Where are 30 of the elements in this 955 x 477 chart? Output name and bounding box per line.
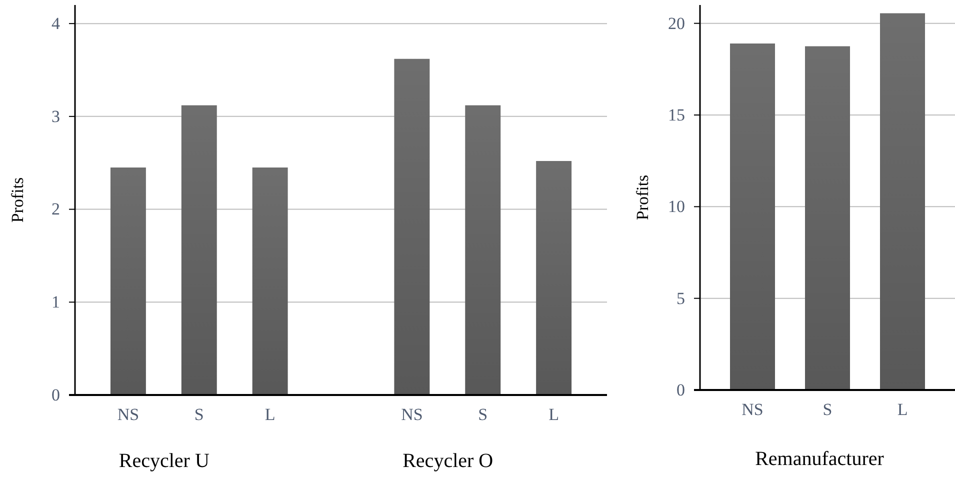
y-tick-label: 0 [676, 380, 685, 400]
text: Recycler O [402, 450, 494, 472]
x-tick-label: S [822, 400, 832, 419]
x-tick-label: S [478, 405, 488, 424]
bar [110, 168, 146, 395]
y-tick-label: 2 [52, 200, 60, 219]
y-tick-label: 15 [668, 105, 685, 124]
y-tick-label: 3 [52, 106, 60, 126]
text: Recycler U [118, 450, 210, 472]
y-axis-title: Profits [633, 174, 652, 220]
x-tick-label: L [264, 405, 276, 424]
y-tick-label: 5 [676, 288, 685, 308]
bar [181, 105, 217, 395]
x-tick-label: NS [742, 400, 764, 419]
x-tick-label: NS [117, 405, 140, 424]
y-tick-label: 4 [52, 14, 60, 34]
y-axis-title: Profits [8, 177, 27, 223]
y-tick-label: 1 [52, 292, 60, 312]
bar [394, 58, 430, 395]
x-tick-label: NS [401, 405, 423, 424]
y-tick-label: 0 [52, 385, 60, 404]
x-tick-label: S [194, 405, 204, 424]
bar [536, 161, 572, 395]
x-tick-label: L [548, 405, 559, 424]
x-tick-label: L [897, 400, 908, 419]
y-tick-label: 20 [668, 14, 685, 33]
bar [465, 105, 501, 395]
x-axis-title: Remanufacturer [755, 448, 884, 470]
y-tick-label: 10 [668, 197, 685, 216]
bar [252, 168, 288, 395]
